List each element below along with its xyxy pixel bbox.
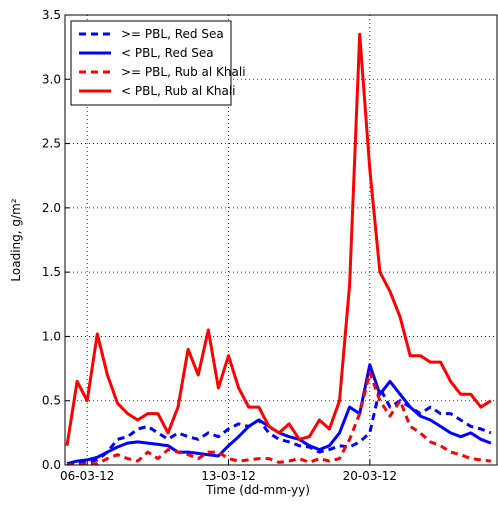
y-tick-label: 2.5 [42, 137, 61, 151]
y-tick-label: 0.0 [42, 458, 61, 472]
x-tick-label: 20-03-12 [343, 469, 397, 483]
y-tick-label: 1.0 [42, 329, 61, 343]
x-tick-label: 06-03-12 [60, 469, 114, 483]
legend-label: < PBL, Rub al Khali [121, 84, 236, 98]
y-tick-label: 3.0 [42, 72, 61, 86]
data-line [65, 32, 492, 446]
y-tick-label: 1.5 [42, 265, 61, 279]
legend-label: < PBL, Red Sea [121, 46, 214, 60]
plot-frame [64, 14, 498, 466]
data-line [67, 370, 492, 465]
data-line [66, 386, 492, 465]
y-tick-label: 2.0 [42, 201, 61, 215]
y-tick-label: 3.5 [42, 8, 61, 22]
y-tick-label: 0.5 [42, 394, 61, 408]
x-axis-label: Time (dd-mm-yy) [205, 483, 310, 497]
y-axis-label: Loading, g/m² [9, 198, 23, 281]
legend-label: >= PBL, Red Sea [121, 27, 224, 41]
legend-label: >= PBL, Rub al Khali [121, 65, 246, 79]
x-tick-label: 13-03-12 [201, 469, 255, 483]
